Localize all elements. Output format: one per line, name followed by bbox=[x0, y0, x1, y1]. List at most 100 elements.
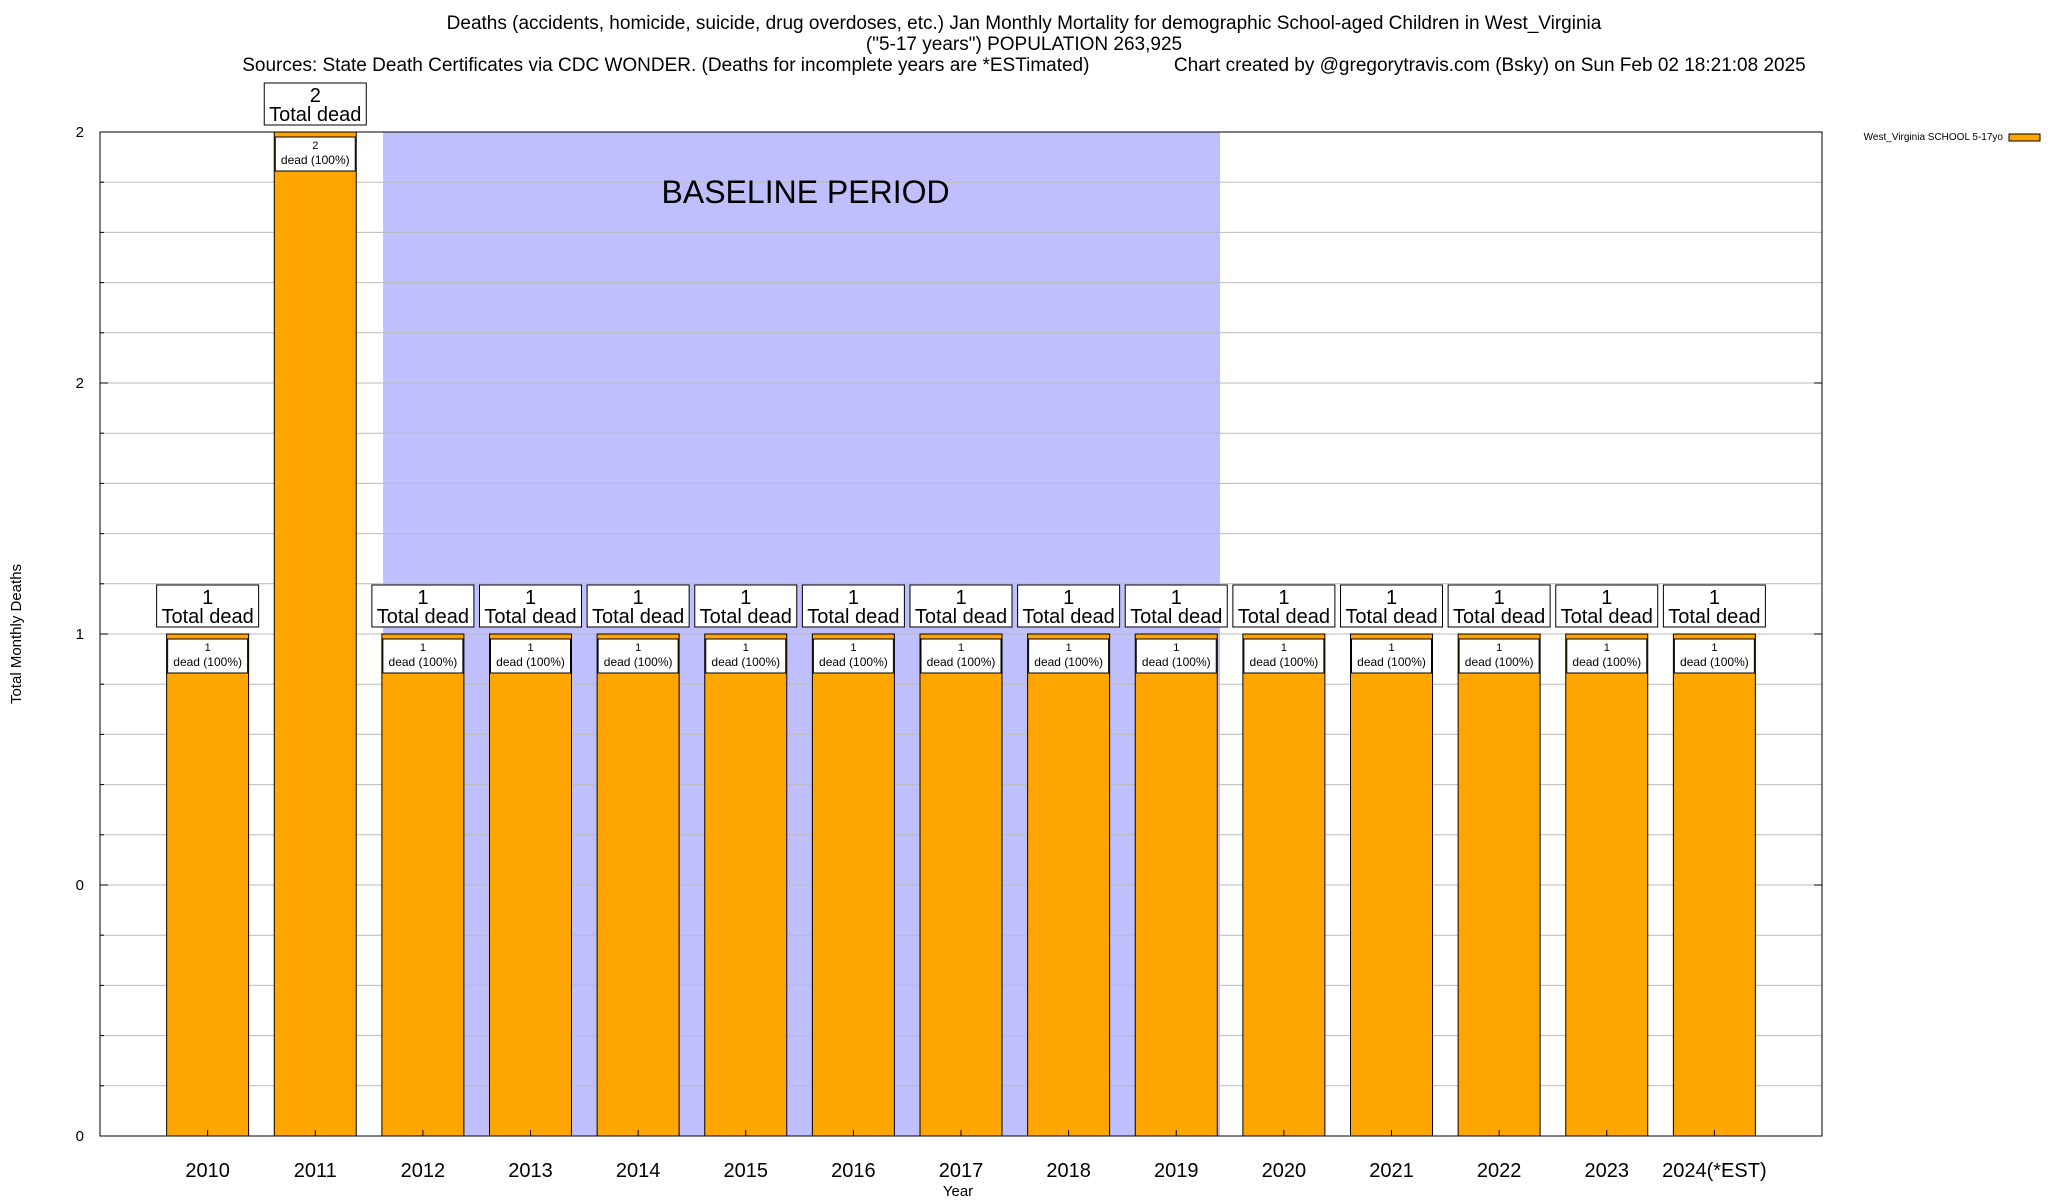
segment-percent-label: dead (100%) bbox=[819, 655, 888, 669]
total-count-label: 1 bbox=[1709, 587, 1720, 609]
segment-label-box bbox=[1673, 638, 1755, 674]
segment-percent-label: dead (100%) bbox=[496, 655, 565, 669]
segment-percent-label: dead (100%) bbox=[927, 655, 996, 669]
y-tick-label: 1 bbox=[76, 626, 84, 643]
total-count-label: 1 bbox=[955, 587, 966, 609]
bar-2021 bbox=[1350, 633, 1433, 1137]
x-tick-label: 2020 bbox=[1262, 1160, 1307, 1182]
segment-count-label: 1 bbox=[635, 642, 641, 654]
segment-percent-label: dead (100%) bbox=[281, 153, 350, 167]
total-count-label: 1 bbox=[1386, 587, 1397, 609]
total-label-box bbox=[1555, 584, 1659, 628]
segment-label-box bbox=[167, 638, 249, 674]
total-count-label: 2 bbox=[310, 85, 321, 107]
segment-percent-label: dead (100%) bbox=[1572, 655, 1641, 669]
bar-2016 bbox=[811, 633, 895, 1137]
x-tick-label: 2021 bbox=[1369, 1160, 1414, 1182]
total-count-label: 1 bbox=[525, 587, 536, 609]
segment-label-box bbox=[1351, 638, 1432, 674]
baseline-period-label: BASELINE PERIOD bbox=[662, 174, 950, 210]
segment-percent-label: dead (100%) bbox=[1465, 655, 1534, 669]
total-dead-label: Total dead bbox=[377, 606, 469, 628]
x-tick-label: 2017 bbox=[939, 1160, 984, 1182]
segment-count-label: 1 bbox=[205, 642, 211, 654]
legend-label: West_Virginia SCHOOL 5-17yo bbox=[1864, 132, 2004, 143]
segment-percent-label: dead (100%) bbox=[1357, 655, 1426, 669]
total-label-box bbox=[586, 584, 690, 628]
x-tick-label: 2022 bbox=[1477, 1160, 1522, 1182]
chart-title-line-2: ("5-17 years") POPULATION 263,925 bbox=[865, 34, 1183, 55]
bar-2018 bbox=[1027, 633, 1111, 1137]
total-dead-label: Total dead bbox=[161, 606, 253, 628]
segment-count-label: 1 bbox=[1281, 642, 1287, 654]
x-tick-label: 2015 bbox=[724, 1160, 769, 1182]
y-tick-label: 0 bbox=[76, 877, 84, 894]
segment-count-label: 1 bbox=[1388, 642, 1394, 654]
segment-count-label: 2 bbox=[312, 140, 318, 152]
bar-2011 bbox=[273, 131, 357, 1137]
bar-2014 bbox=[596, 633, 680, 1137]
segment-label-box bbox=[274, 136, 356, 172]
segment-label-box bbox=[705, 638, 787, 674]
bar-2017 bbox=[919, 633, 1003, 1137]
total-label-box bbox=[801, 584, 905, 628]
bar-2012 bbox=[381, 633, 465, 1137]
segment-percent-label: dead (100%) bbox=[1250, 655, 1319, 669]
bar-2024(*EST) bbox=[1672, 633, 1756, 1137]
x-tick-label: 2014 bbox=[616, 1160, 661, 1182]
segment-label-box bbox=[382, 638, 464, 674]
segment-percent-label: dead (100%) bbox=[1680, 655, 1749, 669]
total-dead-label: Total dead bbox=[1561, 606, 1653, 628]
total-dead-label: Total dead bbox=[269, 104, 361, 126]
total-count-label: 1 bbox=[740, 587, 751, 609]
segment-percent-label: dead (100%) bbox=[173, 655, 242, 669]
chart-title-line-1: Deaths (accidents, homicide, suicide, dr… bbox=[446, 13, 1602, 34]
x-tick-label: 2023 bbox=[1585, 1160, 1630, 1182]
total-label-box bbox=[909, 584, 1013, 628]
total-count-label: 1 bbox=[417, 587, 428, 609]
total-label-box bbox=[1232, 584, 1336, 628]
segment-count-label: 1 bbox=[1066, 642, 1072, 654]
segment-label-box bbox=[1135, 638, 1217, 674]
total-label-box bbox=[1017, 584, 1121, 628]
x-tick-label: 2012 bbox=[401, 1160, 446, 1182]
bar-2023 bbox=[1565, 633, 1649, 1137]
segment-count-label: 1 bbox=[850, 642, 856, 654]
y-axis-title: Total Monthly Deaths bbox=[8, 564, 25, 704]
chart-source-line: Sources: State Death Certificates via CD… bbox=[242, 55, 1806, 76]
total-dead-label: Total dead bbox=[915, 606, 1007, 628]
x-tick-label: 2019 bbox=[1154, 1160, 1199, 1182]
segment-count-label: 1 bbox=[1173, 642, 1179, 654]
segment-percent-label: dead (100%) bbox=[1034, 655, 1103, 669]
legend-swatch bbox=[2008, 133, 2041, 142]
x-axis-title: Year bbox=[943, 1183, 973, 1200]
segment-label-box bbox=[812, 638, 894, 674]
x-tick-label: 2018 bbox=[1046, 1160, 1091, 1182]
segment-label-box bbox=[1458, 638, 1540, 674]
segment-label-box bbox=[1028, 638, 1110, 674]
y-tick-label: 0 bbox=[76, 1128, 84, 1145]
total-label-box bbox=[371, 584, 475, 628]
total-dead-label: Total dead bbox=[1668, 606, 1760, 628]
total-label-box bbox=[1340, 584, 1443, 628]
bar-2020 bbox=[1242, 633, 1326, 1137]
x-tick-label: 2010 bbox=[185, 1160, 230, 1182]
total-count-label: 1 bbox=[1494, 587, 1505, 609]
segment-percent-label: dead (100%) bbox=[389, 655, 458, 669]
total-label-box bbox=[156, 584, 260, 628]
total-dead-label: Total dead bbox=[1022, 606, 1114, 628]
total-count-label: 1 bbox=[848, 587, 859, 609]
bar-2010 bbox=[166, 633, 250, 1137]
segment-count-label: 1 bbox=[958, 642, 964, 654]
x-tick-label: 2024(*EST) bbox=[1662, 1160, 1767, 1182]
segment-label-box bbox=[920, 638, 1002, 674]
segment-percent-label: dead (100%) bbox=[1142, 655, 1211, 669]
segment-percent-label: dead (100%) bbox=[711, 655, 780, 669]
total-dead-label: Total dead bbox=[592, 606, 684, 628]
total-count-label: 1 bbox=[1171, 587, 1182, 609]
total-label-box bbox=[1124, 584, 1228, 628]
total-dead-label: Total dead bbox=[1453, 606, 1545, 628]
segment-percent-label: dead (100%) bbox=[604, 655, 673, 669]
total-dead-label: Total dead bbox=[1130, 606, 1222, 628]
segment-label-box bbox=[1566, 638, 1648, 674]
